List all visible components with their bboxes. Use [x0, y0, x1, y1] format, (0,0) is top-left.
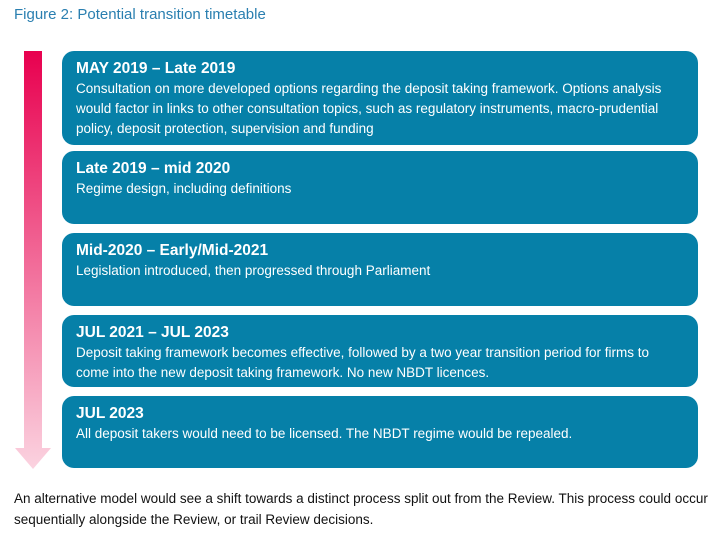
- stage-description: Regime design, including definitions: [76, 181, 292, 196]
- timeline-stage: Mid-2020 – Early/Mid-2021 Legislation in…: [62, 233, 698, 306]
- footer-paragraph: An alternative model would see a shift t…: [14, 491, 708, 527]
- timeline-stage: JUL 2021 – JUL 2023 Deposit taking frame…: [62, 315, 698, 387]
- stage-period: JUL 2021 – JUL 2023: [76, 324, 229, 341]
- stage-period: JUL 2023: [76, 405, 144, 422]
- timeline-stage: JUL 2023 All deposit takers would need t…: [62, 396, 698, 468]
- timeline-stage: Late 2019 – mid 2020 Regime design, incl…: [62, 151, 698, 224]
- stage-period: MAY 2019 – Late 2019: [76, 60, 236, 77]
- figure-title: Figure 2: Potential transition timetable: [14, 6, 266, 23]
- timeline-stage: MAY 2019 – Late 2019 Consultation on mor…: [62, 51, 698, 145]
- stage-description: All deposit takers would need to be lice…: [76, 426, 573, 441]
- stage-period: Mid-2020 – Early/Mid-2021: [76, 242, 269, 259]
- stage-description: Deposit taking framework becomes effecti…: [76, 345, 650, 380]
- stage-description: Legislation introduced, then progressed …: [76, 263, 431, 278]
- timeline-arrow-icon: [15, 51, 51, 469]
- stage-period: Late 2019 – mid 2020: [76, 160, 231, 177]
- stage-description: Consultation on more developed options r…: [76, 81, 662, 136]
